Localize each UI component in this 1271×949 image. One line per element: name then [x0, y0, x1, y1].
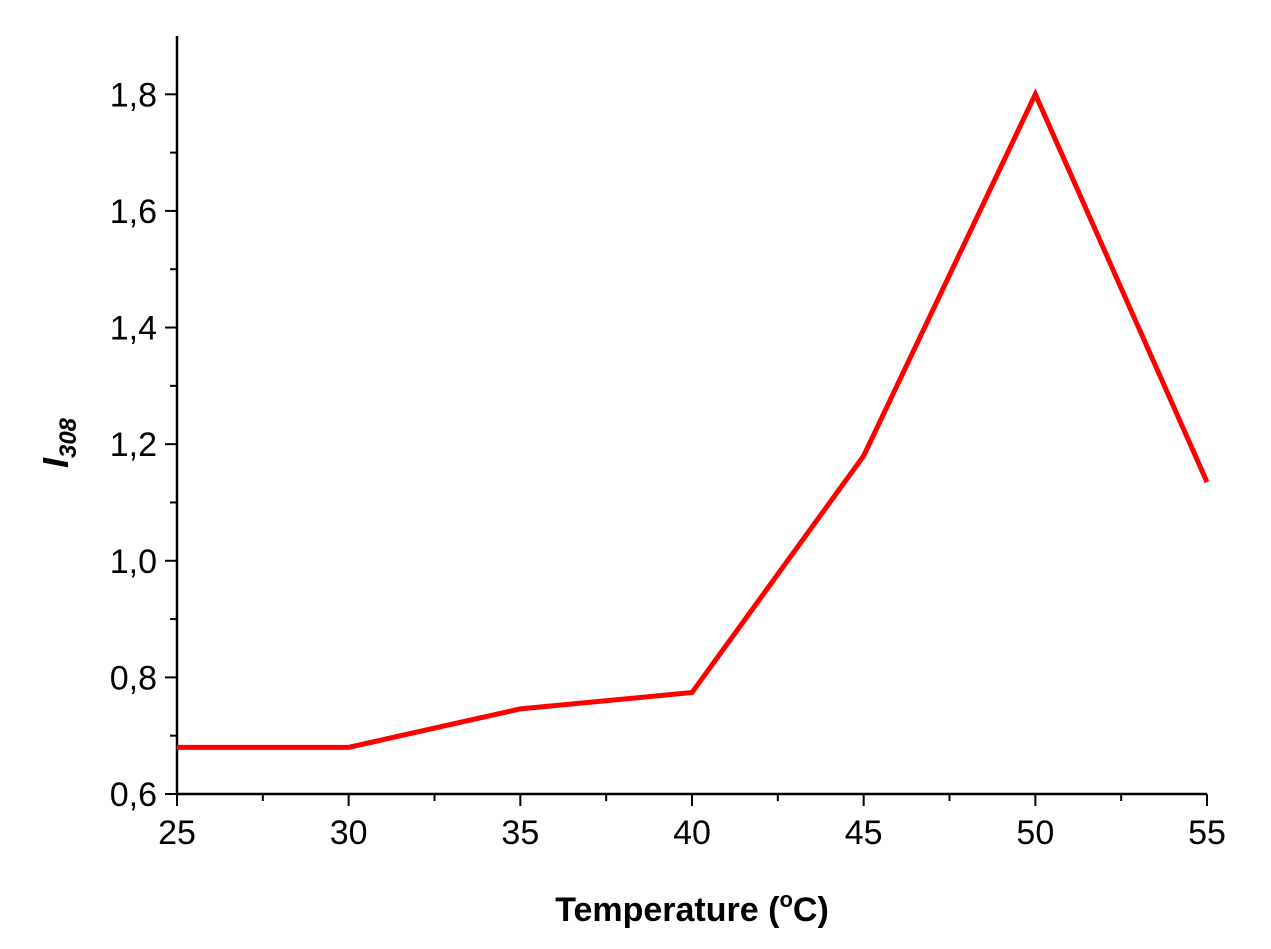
- series-group: [177, 88, 1210, 750]
- x-tick-label: 35: [501, 814, 539, 852]
- x-tick-label: 50: [1016, 814, 1054, 852]
- x-axis-title: Temperature (oC): [555, 887, 829, 929]
- y-tick-label: 1,0: [110, 543, 157, 581]
- axes: [175, 36, 1207, 796]
- x-tick-label: 40: [673, 814, 711, 852]
- y-axis-title: I308: [35, 417, 82, 468]
- y-tick-label: 1,6: [110, 193, 157, 231]
- y-tick-label: 1,8: [110, 76, 157, 114]
- x-tick-label: 45: [845, 814, 883, 852]
- x-axis-title-prefix: Temperature (: [555, 891, 780, 929]
- x-axis-title-suffix: C): [793, 891, 829, 929]
- x-tick-label: 25: [158, 814, 196, 852]
- x-tick-label: 30: [330, 814, 368, 852]
- y-axis-title-subscript: 308: [55, 417, 82, 458]
- y-axis-title-main: I: [35, 457, 76, 468]
- x-axis-title-degree: o: [779, 887, 792, 912]
- y-tick-label: 0,6: [110, 776, 157, 814]
- y-tick-label: 1,2: [110, 426, 157, 464]
- tick-labels: 25 30 35 40 45 50 55 0,6 0,8 1,0 1,2 1,4 1,6 1,8: [110, 76, 1226, 852]
- x-tick-label: 55: [1188, 814, 1226, 852]
- y-tick-label: 1,4: [110, 310, 157, 348]
- ticks: [165, 93, 1208, 806]
- series-line: [177, 88, 1210, 750]
- y-tick-label: 0,8: [110, 659, 157, 697]
